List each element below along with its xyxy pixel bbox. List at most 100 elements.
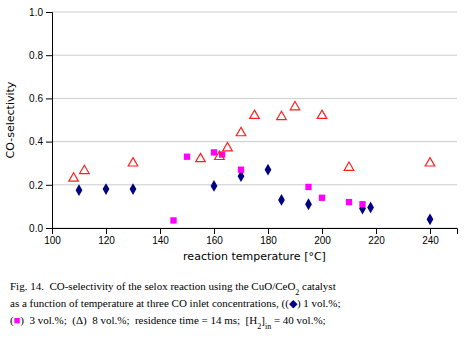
caption-line: as a function of temperature at three CO… <box>10 297 341 310</box>
tick-label: 100 <box>44 235 61 246</box>
point <box>130 183 137 195</box>
point <box>236 127 246 135</box>
point <box>344 162 354 170</box>
x-axis: 100 120 140 160 180 200 220 240 <box>44 228 457 246</box>
axis-line <box>46 13 53 229</box>
caption-text: ) 3 vol.%; (Δ) 8 vol.%; residence time =… <box>20 314 257 327</box>
point <box>319 195 325 201</box>
point <box>196 153 206 161</box>
series <box>69 101 435 181</box>
axis-line <box>53 229 458 235</box>
point <box>250 110 260 118</box>
caption-text: ■ <box>14 314 21 326</box>
tick: 0.8 <box>29 50 52 61</box>
point <box>103 183 110 195</box>
tick-mark <box>322 228 323 234</box>
tick-label: 160 <box>206 235 223 246</box>
tick-label: 0.4 <box>29 136 43 147</box>
tick: 180 <box>260 228 277 246</box>
tick-label: 240 <box>422 235 439 246</box>
point <box>211 149 217 155</box>
point <box>305 198 312 210</box>
caption-line: (■) 3 vol.%; (Δ) 8 vol.%; residence time… <box>10 314 326 331</box>
tick-label: 140 <box>152 235 169 246</box>
grid-line <box>52 141 457 142</box>
point <box>367 202 374 214</box>
point <box>427 213 434 225</box>
point <box>128 158 138 166</box>
point <box>317 110 327 118</box>
tick-label: 120 <box>98 235 115 246</box>
caption-text: as a function of temperature at three CO… <box>10 297 289 310</box>
point <box>359 201 365 207</box>
tick-mark <box>430 228 431 234</box>
caption-line: Fig. 14. CO-selectivity of the selox rea… <box>10 280 336 297</box>
point <box>265 164 272 176</box>
plot-area: 100 120 140 160 180 200 220 240 0.0 0.2 0.4 0.6 0.8 1… <box>29 7 457 246</box>
point <box>277 111 287 119</box>
y-axis-title: CO-selectivity <box>4 81 17 158</box>
tick: 0.4 <box>29 136 52 147</box>
grid-line <box>52 184 457 185</box>
tick: 100 <box>44 228 61 246</box>
tick-mark <box>46 185 52 186</box>
tick-label: 220 <box>368 235 385 246</box>
tick-label: 0.8 <box>29 50 43 61</box>
x-axis-title: reaction temperature [°C] <box>183 250 326 263</box>
tick-label: 0.2 <box>29 180 43 191</box>
tick-mark <box>46 98 52 99</box>
tick: 0.2 <box>29 180 52 191</box>
caption: Fig. 14. CO-selectivity of the selox rea… <box>10 280 341 331</box>
tick-label: 0.0 <box>29 223 43 234</box>
caption-text: catalyst <box>299 280 335 292</box>
tick: 240 <box>422 228 439 246</box>
point <box>184 154 190 160</box>
tick: 120 <box>98 228 115 246</box>
chart: 100 120 140 160 180 200 220 240 0.0 0.2 0.4 0.6 0.8 1… <box>0 0 473 363</box>
tick-mark <box>106 228 107 234</box>
series <box>170 149 365 223</box>
tick-label: 200 <box>314 235 331 246</box>
point <box>278 194 285 206</box>
points <box>69 101 435 225</box>
point <box>170 217 176 223</box>
tick-mark <box>214 228 215 234</box>
tick: 220 <box>368 228 385 246</box>
tick-mark <box>46 55 52 56</box>
tick: 1.0 <box>29 7 52 18</box>
point <box>238 167 244 173</box>
point <box>76 184 83 196</box>
grid <box>52 12 457 228</box>
point <box>425 158 435 166</box>
tick-mark <box>268 228 269 234</box>
point <box>346 199 352 205</box>
point <box>305 184 311 190</box>
tick: 0.6 <box>29 93 52 104</box>
tick-label: 180 <box>260 235 277 246</box>
point <box>215 151 225 159</box>
point <box>223 143 233 151</box>
point <box>69 173 79 181</box>
tick: 0.0 <box>29 223 52 234</box>
point <box>290 101 300 109</box>
tick-mark <box>160 228 161 234</box>
point <box>80 165 90 173</box>
tick-mark <box>46 228 52 229</box>
series <box>76 164 434 225</box>
caption-text: Fig. 14. CO-selectivity of the selox rea… <box>10 280 295 292</box>
tick: 160 <box>206 228 223 246</box>
y-axis: 0.0 0.2 0.4 0.6 0.8 1.0 <box>29 7 52 234</box>
tick-mark <box>376 228 377 234</box>
caption-text: ) 1 vol.%; <box>297 297 341 310</box>
grid-line <box>52 98 457 99</box>
tick: 200 <box>314 228 331 246</box>
tick-mark <box>46 12 52 13</box>
tick: 140 <box>152 228 169 246</box>
caption-text: = 40 vol.%; <box>271 314 325 326</box>
grid-line <box>52 12 457 13</box>
tick-label: 0.6 <box>29 93 43 104</box>
tick-mark <box>46 142 52 143</box>
point <box>211 180 218 192</box>
grid-line <box>52 55 457 56</box>
tick-label: 1.0 <box>29 7 43 18</box>
